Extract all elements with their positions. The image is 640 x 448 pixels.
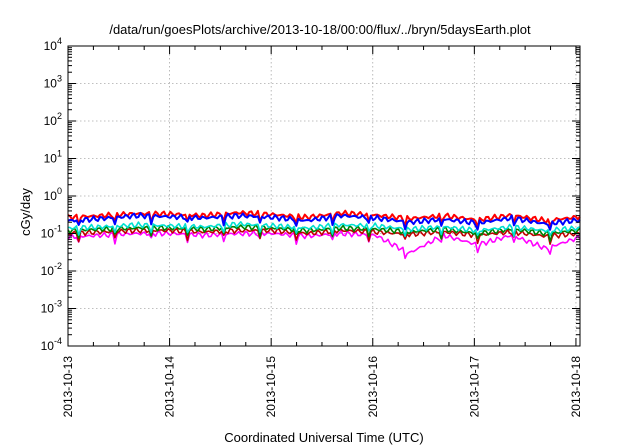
y-tick-label: 10-4 bbox=[41, 336, 62, 353]
series-line bbox=[67, 229, 581, 260]
y-axis-label: cGy/day bbox=[18, 188, 33, 236]
x-tick-label: 2013-10-17 bbox=[467, 356, 481, 418]
y-tick-label: 104 bbox=[44, 36, 62, 53]
x-tick-label: 2013-10-15 bbox=[264, 356, 278, 418]
y-tick-label: 10-1 bbox=[41, 224, 62, 241]
y-axis: 10-4 10-3 10-2 10-1 100 101 102 103 104 bbox=[41, 36, 580, 353]
x-tick-label: 2013-10-14 bbox=[163, 356, 177, 418]
y-tick-label: 100 bbox=[44, 186, 62, 203]
series-lines bbox=[67, 209, 581, 260]
series-line bbox=[67, 221, 581, 238]
y-tick-label: 102 bbox=[44, 111, 62, 128]
x-tick-label: 2013-10-13 bbox=[61, 356, 75, 418]
grid bbox=[68, 46, 580, 346]
chart-title: /data/run/goesPlots/archive/2013-10-18/0… bbox=[109, 22, 531, 37]
series-line bbox=[67, 212, 581, 231]
y-tick-label: 101 bbox=[44, 149, 62, 166]
y-tick-label: 103 bbox=[44, 74, 62, 91]
y-tick-label: 10-3 bbox=[41, 299, 62, 316]
series-line bbox=[67, 226, 581, 245]
x-tick-label: 2013-10-18 bbox=[569, 356, 583, 418]
y-tick-label: 10-2 bbox=[41, 261, 62, 278]
x-axis-label: Coordinated Universal Time (UTC) bbox=[224, 430, 423, 445]
x-tick-label: 2013-10-16 bbox=[366, 356, 380, 418]
x-axis: 2013-10-13 2013-10-14 2013-10-15 2013-10-16… bbox=[61, 46, 583, 417]
